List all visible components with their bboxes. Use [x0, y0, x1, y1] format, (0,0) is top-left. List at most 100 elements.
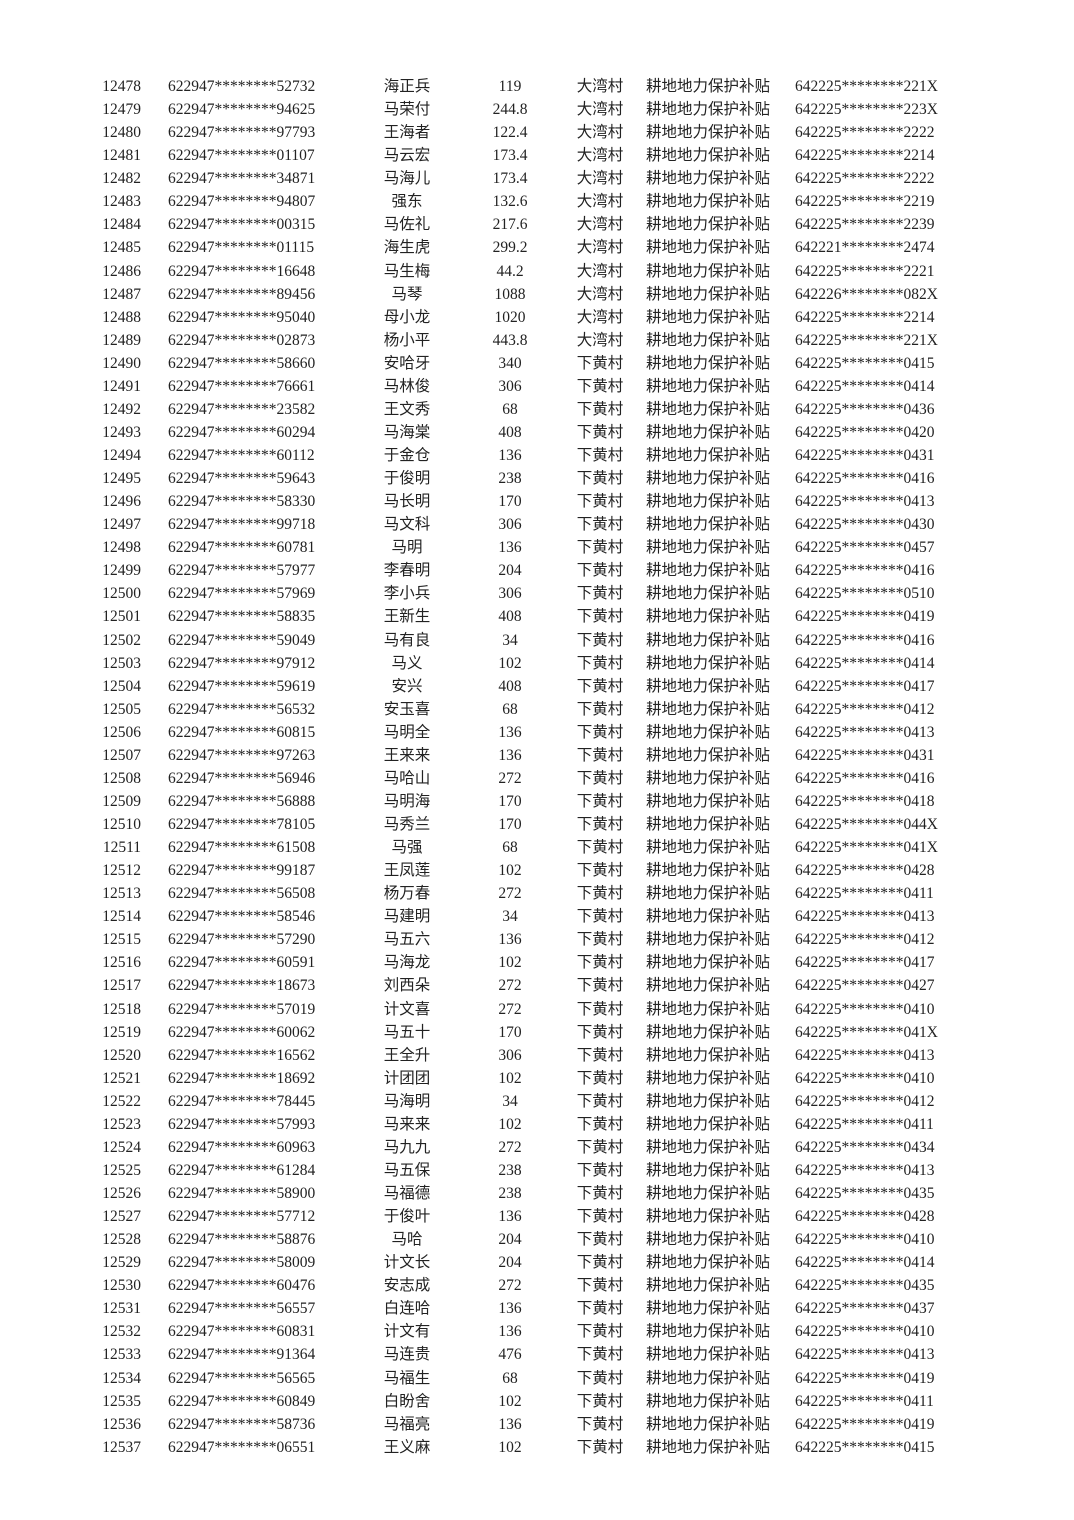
- subsidy-type: 耕地地力保护补贴: [646, 354, 771, 372]
- subsidy-type: 耕地地力保护补贴: [646, 216, 771, 234]
- table-row: 12501 622947********58835 王新生 408 下黄村 耕地地力保护补…: [0, 605, 1074, 628]
- account-id-masked: 642225********0419: [795, 1369, 935, 1387]
- subsidy-amount: 238: [498, 1185, 522, 1202]
- person-name: 马荣付: [383, 101, 431, 119]
- sequence-number: 12532: [102, 1323, 141, 1341]
- subsidy-type: 耕地地力保护补贴: [646, 1023, 771, 1041]
- table-row: 12479 622947********94625 马荣付 244.8 大湾村 耕地地力保…: [0, 98, 1074, 121]
- person-name: 安玉喜: [383, 700, 431, 718]
- village-name: 大湾村: [576, 124, 624, 142]
- village-name: 大湾村: [576, 331, 624, 349]
- account-id-masked: 642225********0410: [795, 1231, 935, 1249]
- subsidy-amount: 34: [502, 1092, 518, 1110]
- account-id-masked: 642225********2239: [795, 216, 935, 234]
- village-name: 下黄村: [576, 654, 624, 672]
- sequence-number: 12508: [102, 769, 141, 787]
- account-id-masked: 642225********221X: [795, 78, 938, 95]
- sequence-number: 12537: [102, 1438, 141, 1456]
- subsidy-amount: 1088: [494, 285, 526, 303]
- table-row: 12505 622947********56532 安玉喜 68 下黄村 耕地地力保护补贴…: [0, 698, 1074, 721]
- subsidy-amount: 122.4: [492, 124, 528, 142]
- table-row: 12503 622947********97912 马义 102 下黄村 耕地地力保护补贴…: [0, 652, 1074, 675]
- subsidy-amount: 136: [498, 1323, 522, 1341]
- sequence-number: 12535: [102, 1392, 141, 1410]
- subsidy-type: 耕地地力保护补贴: [646, 700, 771, 718]
- person-name: 母小龙: [383, 308, 431, 326]
- subsidy-type: 耕地地力保护补贴: [646, 839, 771, 857]
- subsidy-amount: 306: [498, 585, 522, 603]
- table-row: 12499 622947********57977 李春明 204 下黄村 耕地地力保护补…: [0, 559, 1074, 582]
- table-row: 12495 622947********59643 于俊明 238 下黄村 耕地地力保护补…: [0, 467, 1074, 490]
- subsidy-amount: 204: [498, 562, 522, 580]
- subsidy-type: 耕地地力保护补贴: [646, 562, 771, 580]
- subsidy-amount: 1020: [494, 308, 526, 326]
- subsidy-amount: 102: [498, 862, 522, 880]
- citizen-id-masked: 622947********97263: [168, 746, 316, 764]
- table-row: 12527 622947********57712 于俊叶 136 下黄村 耕地地力保护补…: [0, 1205, 1074, 1228]
- table-row: 12515 622947********57290 马五六 136 下黄村 耕地地力保护补…: [0, 928, 1074, 951]
- sequence-number: 12528: [102, 1231, 141, 1249]
- village-name: 下黄村: [576, 677, 624, 695]
- subsidy-amount: 68: [502, 700, 518, 718]
- subsidy-type: 耕地地力保护补贴: [646, 1115, 771, 1133]
- citizen-id-masked: 622947********60294: [168, 423, 316, 441]
- table-row: 12490 622947********58660 安哈牙 340 下黄村 耕地地力保护补…: [0, 352, 1074, 375]
- subsidy-amount: 132.6: [492, 193, 528, 211]
- subsidy-type: 耕地地力保护补贴: [646, 285, 771, 303]
- village-name: 下黄村: [576, 1277, 624, 1295]
- table-row: 12521 622947********18692 计团团 102 下黄村 耕地地力保护补…: [0, 1067, 1074, 1090]
- person-name: 安兴: [391, 677, 423, 695]
- citizen-id-masked: 622947********58835: [168, 608, 316, 626]
- account-id-masked: 642225********0411: [795, 885, 934, 903]
- person-name: 王来来: [383, 746, 431, 764]
- village-name: 下黄村: [576, 1092, 624, 1110]
- citizen-id-masked: 622947********78445: [168, 1092, 316, 1110]
- person-name: 马来来: [383, 1115, 431, 1133]
- table-row: 12492 622947********23582 王文秀 68 下黄村 耕地地力保护补贴…: [0, 398, 1074, 421]
- table-row: 12488 622947********95040 母小龙 1020 大湾村 耕地地力保护…: [0, 306, 1074, 329]
- sequence-number: 12503: [102, 654, 141, 672]
- table-row: 12485 622947********01115 海生虎 299.2 大湾村 耕地地力保…: [0, 236, 1074, 259]
- village-name: 大湾村: [576, 262, 624, 280]
- subsidy-amount: 102: [498, 654, 522, 672]
- village-name: 下黄村: [576, 585, 624, 603]
- subsidy-amount: 136: [498, 1208, 522, 1226]
- account-id-masked: 642225********0410: [795, 1069, 935, 1087]
- subsidy-type: 耕地地力保护补贴: [646, 147, 771, 165]
- person-name: 计团团: [383, 1069, 431, 1087]
- citizen-id-masked: 622947********61284: [168, 1161, 316, 1179]
- subsidy-type: 耕地地力保护补贴: [646, 1046, 771, 1064]
- citizen-id-masked: 622947********60591: [168, 954, 316, 972]
- village-name: 下黄村: [576, 1438, 624, 1456]
- subsidy-type: 耕地地力保护补贴: [646, 746, 771, 764]
- person-name: 马佐礼: [383, 216, 431, 234]
- citizen-id-masked: 622947********76661: [168, 377, 316, 395]
- citizen-id-masked: 622947********23582: [168, 400, 316, 418]
- citizen-id-masked: 622947********56508: [168, 885, 316, 903]
- citizen-id-masked: 622947********18673: [168, 977, 316, 995]
- subsidy-type: 耕地地力保护补贴: [646, 308, 771, 326]
- sequence-number: 12493: [102, 423, 141, 441]
- sequence-number: 12480: [102, 124, 141, 142]
- account-id-masked: 642225********0420: [795, 423, 935, 441]
- village-name: 下黄村: [576, 493, 624, 511]
- sequence-number: 12487: [102, 285, 141, 303]
- village-name: 下黄村: [576, 746, 624, 764]
- account-id-masked: 642225********0437: [795, 1300, 935, 1318]
- village-name: 下黄村: [576, 1023, 624, 1041]
- citizen-id-masked: 622947********59643: [168, 470, 316, 488]
- subsidy-type: 耕地地力保护补贴: [646, 78, 771, 95]
- account-id-masked: 642225********0413: [795, 1161, 935, 1179]
- subsidy-amount: 102: [498, 1069, 522, 1087]
- sequence-number: 12534: [102, 1369, 141, 1387]
- table-row: 12531 622947********56557 白连哈 136 下黄村 耕地地力保护补…: [0, 1297, 1074, 1320]
- sequence-number: 12509: [102, 792, 141, 810]
- subsidy-amount: 136: [498, 1300, 522, 1318]
- table-row: 12489 622947********02873 杨小平 443.8 大湾村 耕地地力保…: [0, 329, 1074, 352]
- person-name: 王文秀: [383, 400, 431, 418]
- citizen-id-masked: 622947********60112: [168, 447, 315, 464]
- account-id-masked: 642225********0428: [795, 862, 935, 880]
- subsidy-type: 耕地地力保护补贴: [646, 1208, 771, 1226]
- subsidy-amount: 238: [498, 470, 522, 488]
- subsidy-amount: 136: [498, 723, 522, 741]
